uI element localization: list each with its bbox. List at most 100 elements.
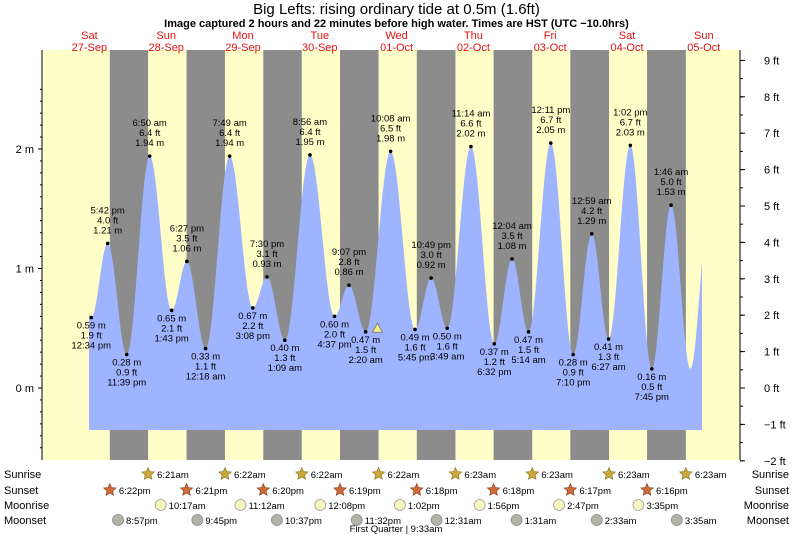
tide-extreme-label: 3:08 pm (236, 331, 270, 342)
sunset-time: 6:21pm (196, 486, 228, 497)
tide-extreme-label: 0.41 m (594, 342, 623, 353)
day-label-dow: Fri (544, 30, 557, 42)
tide-extreme-label: 11:14 am (451, 109, 490, 120)
tide-extreme-label: 12:18 am (186, 372, 226, 383)
sunset-star-icon (640, 482, 654, 496)
tide-extreme-point (669, 203, 673, 207)
day-label-date: 28-Sep (148, 42, 183, 54)
sunset-star-icon (102, 482, 117, 496)
sunrise-time: 6:22am (234, 470, 266, 481)
tide-extreme-label: 6.7 ft (620, 117, 641, 128)
sunset-star-icon (179, 482, 194, 496)
tide-extreme-label: 12:04 am (492, 221, 532, 232)
day-label-date: 01-Oct (380, 42, 413, 54)
moonrise-time: 12:08pm (328, 501, 365, 512)
tide-extreme-label: 0.33 m (191, 352, 220, 363)
tide-extreme-point (363, 330, 368, 334)
tide-extreme-label: 0.59 m (77, 320, 106, 331)
tide-extreme-label: 2.1 ft (161, 323, 182, 334)
sunrise-row-label-right: Sunrise (752, 469, 789, 481)
tide-extreme-label: 6.6 ft (460, 119, 481, 130)
tide-extreme-label: 2.2 ft (242, 321, 263, 332)
tide-extreme-point (526, 330, 531, 334)
tide-extreme-label: 6.5 ft (380, 123, 401, 134)
moonset-icon (430, 514, 443, 526)
sunrise-star-icon (371, 466, 386, 480)
sunset-star-icon (409, 482, 424, 496)
tide-extreme-point (571, 352, 575, 357)
day-label-dow: Wed (385, 30, 407, 42)
tide-extreme-label: 1.29 m (577, 216, 606, 227)
moonset-icon (350, 514, 363, 526)
tide-extreme-label: 2.8 ft (338, 257, 359, 268)
sunset-star-icon (563, 482, 578, 496)
tide-extreme-label: 4.2 ft (581, 206, 602, 217)
tide-extreme-label: 5:14 am (511, 355, 545, 366)
tide-extreme-point (308, 153, 312, 157)
moonset-time: 11:32pm (365, 516, 401, 527)
tide-extreme-label: 1.6 ft (404, 342, 425, 353)
left-tick-label: 0 m (16, 383, 34, 395)
day-label-date: 02-Oct (457, 42, 490, 54)
tide-extreme-point (124, 352, 129, 357)
moonrise-icon (632, 499, 645, 511)
moonset-icon (590, 514, 603, 526)
tide-extreme-label: 3.5 ft (501, 231, 522, 242)
sunrise-row-label-left: Sunrise (4, 469, 41, 481)
tide-extreme-label: 0.28 m (559, 358, 588, 369)
sunrise-time: 6:23am (541, 470, 573, 481)
tide-extreme-label: 0.9 ft (116, 368, 137, 379)
tide-extreme-label: 0.67 m (238, 311, 267, 322)
tide-extreme-label: 0.49 m (401, 332, 430, 343)
tide-extreme-label: 12:59 am (572, 196, 612, 207)
tide-extreme-label: 1.94 m (215, 138, 244, 149)
tide-extreme-point (347, 283, 351, 288)
moonrise-time: 1:02pm (408, 501, 440, 512)
sunrise-time: 6:23am (618, 470, 650, 481)
tide-extreme-point (169, 308, 174, 313)
tide-extreme-label: 10:08 am (371, 113, 411, 124)
tide-extreme-label: 4.0 ft (97, 215, 118, 226)
tide-extreme-label: 6:27 pm (170, 223, 204, 234)
day-labels: Sat27-SepSun28-SepMon29-SepTue30-SepWed0… (72, 30, 721, 54)
moonset-icon (191, 514, 204, 526)
moonrise-icon (234, 499, 247, 511)
right-tick-label: 0 ft (764, 383, 779, 395)
tide-extreme-point (89, 315, 94, 320)
tide-extreme-point (606, 337, 611, 341)
tide-extreme-label: 7:49 am (212, 118, 246, 129)
sunrise-star-icon (602, 466, 616, 480)
right-tick-label: 3 ft (764, 274, 779, 286)
moonset-row-label-left: Moonset (4, 515, 46, 527)
tide-extreme-point (492, 341, 497, 346)
tide-extreme-point (227, 154, 232, 158)
tide-extreme-label: 6:50 am (133, 118, 167, 129)
chart-subtitle: Image captured 2 hours and 22 minutes be… (164, 18, 629, 30)
sunrise-time: 6:22am (311, 470, 343, 481)
moonrise-time: 2:47pm (567, 501, 599, 512)
sunrise-time: 6:23am (695, 470, 727, 481)
moon-phase-label: First Quarter | 9:33am (350, 524, 443, 535)
tide-extreme-label: 0.16 m (637, 372, 666, 383)
sunrise-time: 6:22am (388, 470, 420, 481)
tide-extreme-label: 1.5 ft (518, 345, 539, 356)
tide-extreme-label: 6.4 ft (299, 127, 320, 138)
tide-extreme-label: 1.3 ft (598, 352, 619, 363)
tide-extreme-label: 10:49 pm (411, 240, 451, 251)
tide-extreme-label: 1.5 ft (355, 345, 376, 356)
tide-extreme-point (589, 232, 594, 236)
tide-extreme-label: 2.0 ft (324, 329, 345, 340)
tide-extreme-label: 0.47 m (351, 335, 380, 346)
moonrise-time: 3:35pm (646, 501, 678, 512)
moonrise-time: 11:12am (248, 501, 284, 512)
moonrise-icon (553, 499, 566, 511)
tide-extreme-point (147, 154, 152, 158)
sunset-star-icon (333, 482, 347, 496)
tide-extreme-point (445, 326, 450, 331)
right-tick-label: 1 ft (764, 347, 779, 359)
day-label-dow: Sat (81, 30, 98, 42)
tide-extreme-label: 2.05 m (536, 125, 565, 136)
moonrise-icon (314, 499, 327, 511)
